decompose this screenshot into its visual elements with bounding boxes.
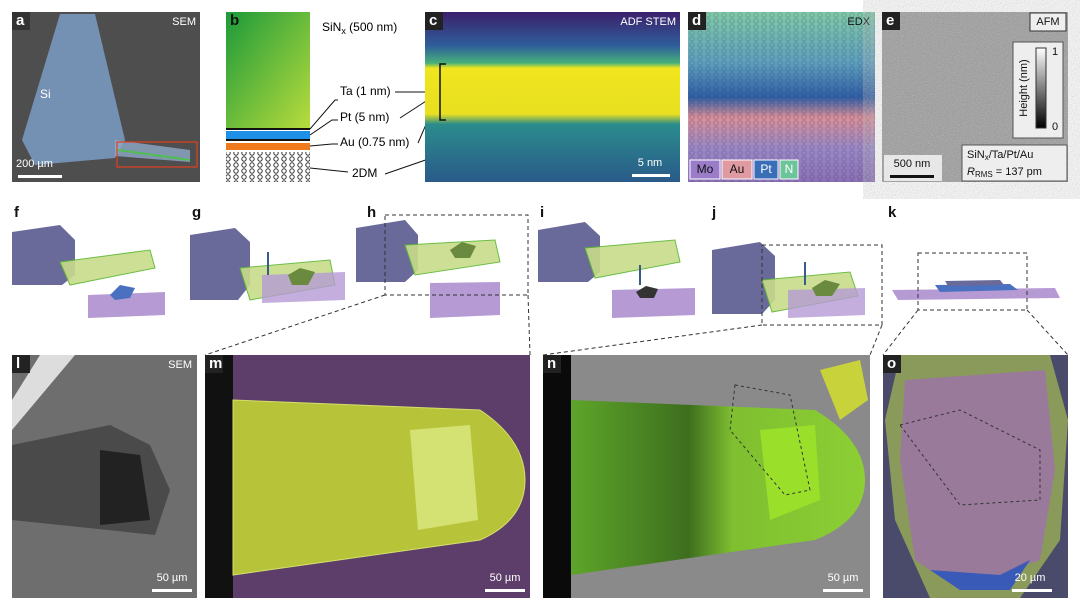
panel-label: k [888,204,897,221]
subscript: RMS [975,170,993,179]
text: = 137 pm [993,166,1042,178]
colorbar-label: Height (nm) [1018,59,1030,116]
scale-bar [485,589,525,592]
panel-label: e [886,12,894,29]
schematics: f g h i j k [12,204,1069,356]
scale-bar [890,175,934,178]
legend-entry: Au [730,162,745,176]
legend-entry: Mo [697,162,714,176]
panel-label: j [711,204,716,221]
flake [410,425,478,530]
stem-image [425,12,680,182]
modality-tag: ADF STEM [620,16,676,28]
panel-m: m 50 µm [205,355,530,598]
roughness-label: RRMS = 137 pm [967,166,1042,179]
layer-label: 2DM [352,166,377,180]
scale-bar-label: 50 µm [157,572,188,584]
scale-bar-label: 200 µm [16,158,53,170]
panel-e: e AFM 1 0 Height (nm) 500 nm SiNx/Ta/Pt/… [882,12,1068,182]
pt-layer [226,131,310,139]
scale-bar [152,589,192,592]
scale-bar-label: 50 µm [490,572,521,584]
layer-label: SiNx (500 nm) [322,20,397,36]
text: (500 nm) [346,20,397,34]
modality-tag: SEM [172,16,196,28]
panel-label: m [209,355,222,372]
flake [760,425,820,520]
panel-label: l [16,355,20,372]
panel-label: i [540,204,544,221]
legend-entry: N [785,162,794,176]
colorbar-tick: 0 [1052,121,1058,133]
panel-label: d [692,12,701,29]
modality-tag: EDX [847,16,870,28]
panel-l: l SEM 50 µm [12,355,197,598]
colorbar-tick: 1 [1052,46,1058,58]
stack-label: SiNx/Ta/Pt/Au [967,149,1033,162]
subscript: x [985,153,989,162]
text: SiN [322,20,341,34]
layer-label: Pt (5 nm) [340,110,389,124]
highlight-box [116,141,198,168]
panel-b: b SiNx (500 nm) Ta (1 nm) Pt (5 nm) Au (… [226,12,512,182]
si-cantilever [22,14,125,165]
text: /Ta/Pt/Au [989,149,1034,161]
panel-label: g [192,204,201,221]
scale-bar-label: 500 nm [894,158,931,170]
panel-label: o [887,355,896,372]
scale-bar [632,174,670,177]
subscript: x [341,26,346,36]
scale-bar-label: 50 µm [828,572,859,584]
panel-d: d EDX Mo Au Pt N [688,12,875,182]
scale-bar [823,589,863,592]
text: SiN [967,149,985,161]
scale-bar [1012,589,1052,592]
scale-bar-label: 5 nm [638,157,662,169]
modality-tag: AFM [1036,16,1059,28]
panel-label: f [14,204,20,221]
au-layer [226,143,310,150]
modality-tag: SEM [168,359,192,371]
panel-label: n [547,355,556,372]
scale-bar [18,175,62,178]
layer-label: Au (0.75 nm) [340,135,409,149]
annotation: Si [40,87,51,101]
colorbar [1035,47,1047,129]
panel-n: n 50 µm [543,355,870,598]
panel-o: o 20 µm [883,355,1068,598]
scale-bar-label: 20 µm [1015,572,1046,584]
2dm-layer [226,152,310,182]
text: R [967,166,975,178]
layer-label: Ta (1 nm) [340,84,391,98]
panel-a: a SEM Si 200 µm [12,12,200,182]
sinx-layer [226,12,310,128]
panel-label: b [230,12,239,29]
panel-c: c ADF STEM 5 nm [425,12,680,182]
panel-label: a [16,12,25,29]
legend-entry: Pt [760,162,772,176]
panel-label: h [367,204,376,221]
panel-label: c [429,12,437,29]
